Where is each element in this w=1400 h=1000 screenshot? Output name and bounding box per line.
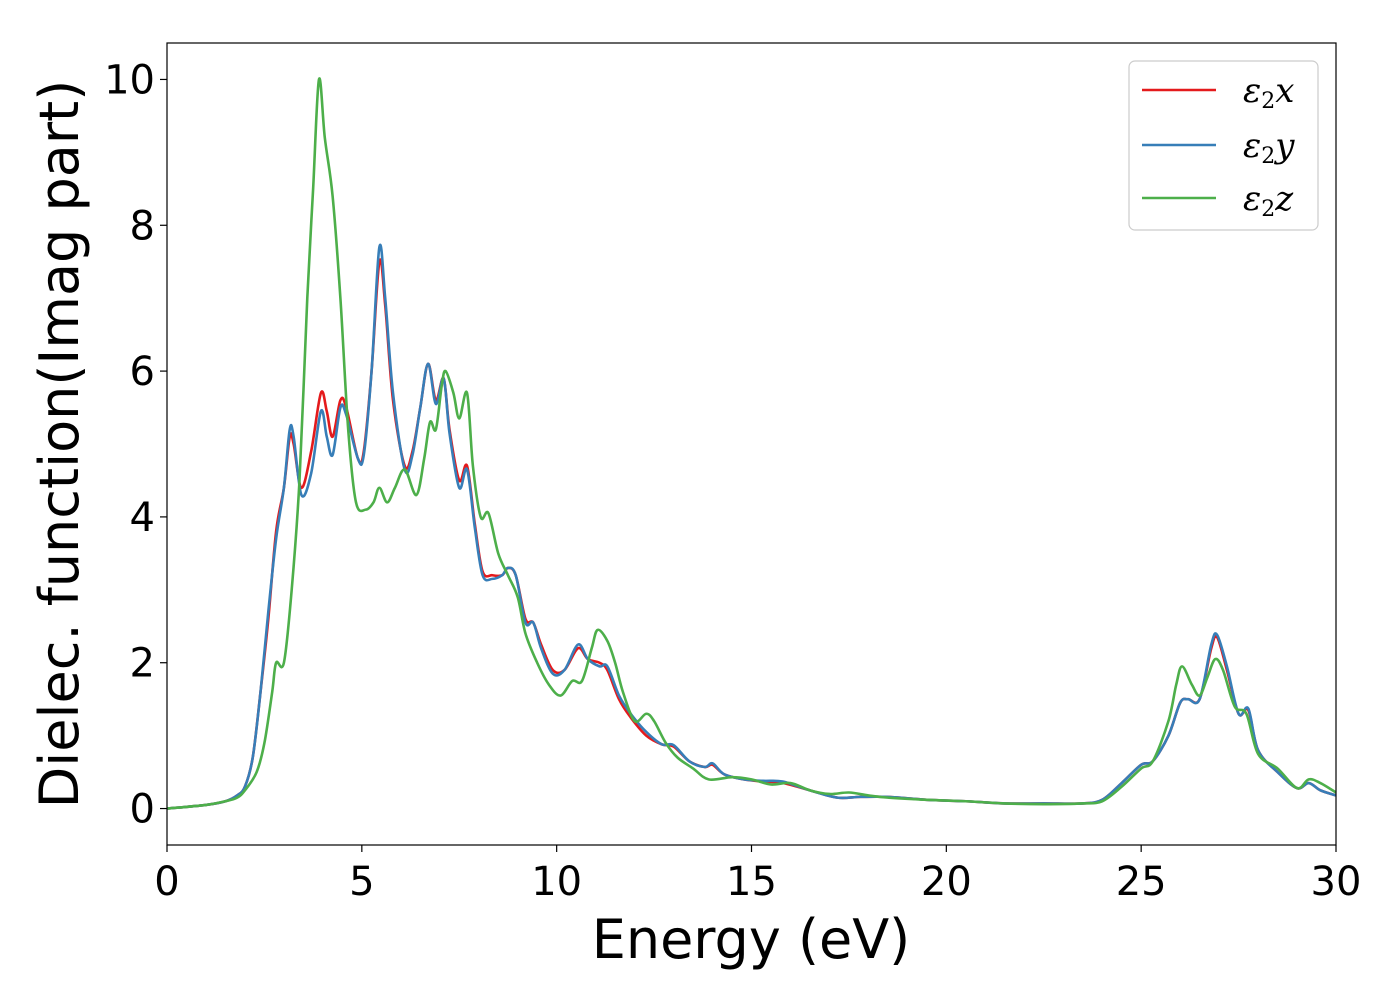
legend: ε2x ε2y ε2z: [1128, 60, 1319, 231]
y-tick-label: 10: [104, 57, 155, 103]
legend-label-z: ε2z: [1243, 179, 1294, 222]
x-tick-label: 25: [1116, 859, 1167, 905]
y-tick-label: 0: [130, 787, 155, 833]
y-tick-label: 8: [130, 203, 155, 249]
y-tick-label: 6: [130, 349, 155, 395]
x-tick-label: 15: [726, 859, 777, 905]
x-tick-label: 10: [531, 859, 582, 905]
series-layer: [166, 77, 1337, 810]
y-tick-label: 4: [130, 495, 155, 541]
x-axis: 0 5 10 15 20 25 30: [154, 845, 1361, 905]
x-axis-label: Energy (eV): [592, 908, 911, 971]
legend-label-x: ε2x: [1243, 71, 1294, 114]
x-tick-label: 20: [921, 859, 972, 905]
series-line-z: [166, 77, 1337, 810]
legend-box: [1128, 60, 1319, 231]
x-tick-label: 5: [349, 859, 374, 905]
y-axis: 0 2 4 6 8 10: [104, 57, 167, 833]
y-tick-label: 2: [130, 641, 155, 687]
legend-label-y: ε2y: [1243, 126, 1295, 169]
x-tick-label: 30: [1311, 859, 1362, 905]
y-axis-label: Dielec. function(Imag part): [28, 80, 91, 809]
x-tick-label: 0: [154, 859, 179, 905]
